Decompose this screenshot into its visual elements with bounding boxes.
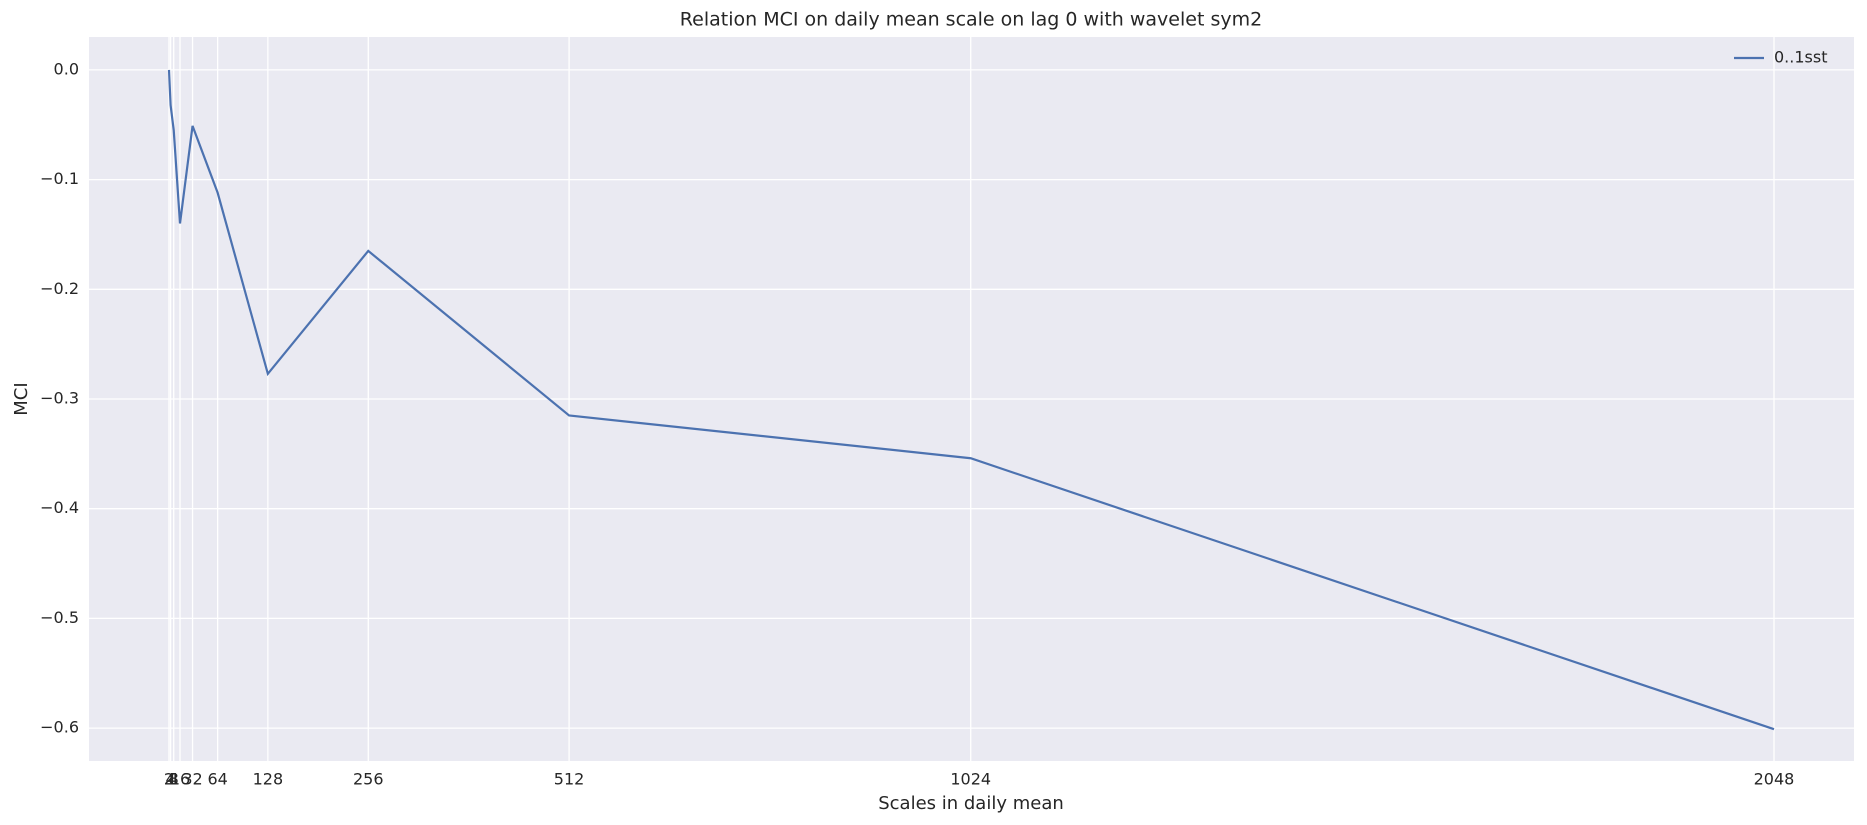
x-axis-label: Scales in daily mean: [878, 793, 1064, 814]
y-tick-label: −0.1: [40, 169, 79, 188]
y-tick-label: −0.5: [40, 608, 79, 627]
x-tick-label: 8: [169, 770, 179, 789]
y-tick-label: −0.3: [40, 389, 79, 408]
x-tick-label: 128: [253, 770, 284, 789]
y-tick-label: −0.4: [40, 498, 79, 517]
x-tick-label: 64: [207, 770, 227, 789]
chart-title: Relation MCI on daily mean scale on lag …: [680, 9, 1262, 31]
x-tick-label: 4: [165, 770, 175, 789]
x-tick-label: 2: [164, 770, 174, 789]
x-tick-label: 32: [182, 770, 202, 789]
x-tick-label: 16: [170, 770, 190, 789]
y-axis-label: MCI: [11, 382, 32, 415]
x-tick-label: 512: [554, 770, 585, 789]
line-series: [167, 69, 1775, 731]
y-tick-label: −0.6: [40, 718, 79, 737]
x-tick-label: 1024: [950, 770, 991, 789]
y-tick-label: −0.2: [40, 279, 79, 298]
x-tick-label: 256: [353, 770, 384, 789]
y-tick-label: 0.0: [54, 59, 79, 78]
legend-label: 0..1sst: [1774, 48, 1827, 67]
x-tick-label: 2048: [1754, 770, 1795, 789]
